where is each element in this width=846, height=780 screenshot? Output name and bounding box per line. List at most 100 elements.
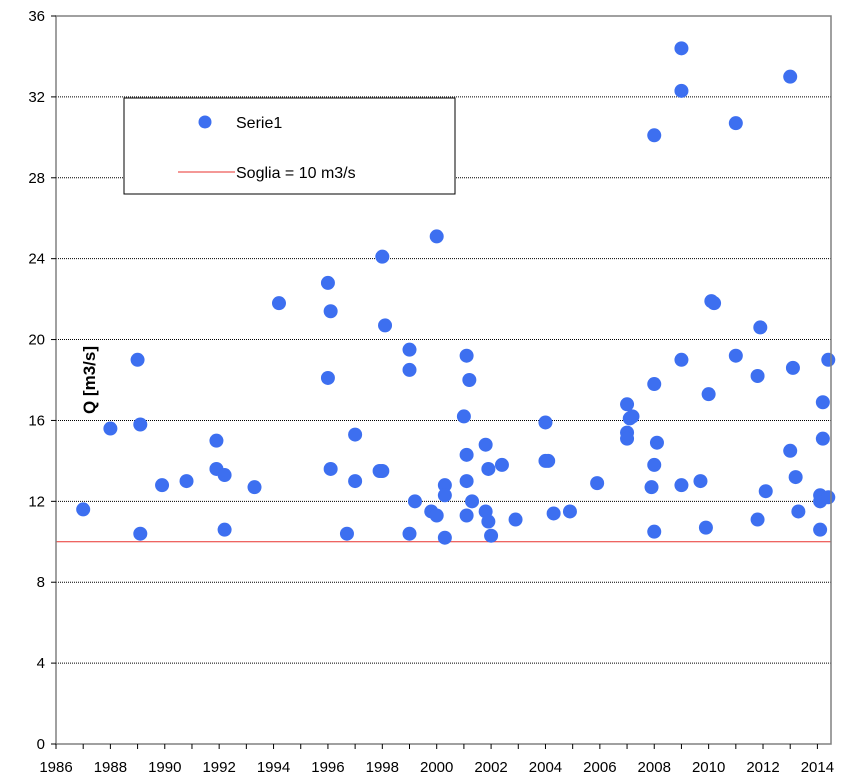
data-point-74 — [728, 116, 743, 131]
data-point-22 — [375, 464, 390, 478]
x-tick-label-2006: 2006 — [583, 759, 616, 776]
x-tick-label-1998: 1998 — [366, 759, 399, 776]
data-point-14 — [323, 304, 338, 319]
data-point-23 — [378, 318, 393, 333]
data-point-29 — [429, 229, 444, 244]
data-point-7 — [209, 433, 224, 448]
data-point-56 — [620, 431, 635, 446]
data-point-89 — [815, 431, 830, 446]
data-point-61 — [647, 457, 662, 472]
data-point-6 — [179, 474, 194, 489]
data-point-30 — [429, 508, 444, 523]
data-point-5 — [155, 478, 170, 493]
data-point-32 — [437, 488, 452, 503]
data-point-73 — [707, 296, 722, 311]
legend-serie1-label: Serie1 — [236, 115, 282, 132]
data-point-69 — [693, 474, 708, 489]
data-point-83 — [788, 470, 803, 485]
data-point-16 — [323, 461, 338, 476]
data-point-46 — [494, 457, 509, 472]
data-points — [76, 41, 836, 545]
data-point-34 — [456, 409, 471, 424]
data-point-45 — [484, 528, 499, 543]
data-point-18 — [348, 427, 363, 442]
data-point-52 — [562, 504, 577, 519]
data-point-60 — [647, 377, 662, 392]
plot-area-border — [55, 15, 832, 745]
data-point-58 — [625, 409, 640, 424]
x-tick-label-2014: 2014 — [801, 759, 834, 776]
data-point-26 — [402, 526, 417, 541]
data-point-50 — [541, 453, 556, 468]
data-point-17 — [339, 526, 354, 541]
x-tick-label-2008: 2008 — [638, 759, 671, 776]
data-point-24 — [402, 342, 417, 357]
data-point-10 — [217, 522, 232, 537]
x-tick-label-2002: 2002 — [474, 759, 507, 776]
x-tick-label-2012: 2012 — [746, 759, 779, 776]
data-point-40 — [465, 494, 480, 509]
data-point-35 — [459, 348, 474, 363]
data-point-4 — [133, 526, 148, 541]
data-point-78 — [753, 320, 768, 335]
data-point-87 — [813, 522, 828, 537]
data-point-33 — [437, 530, 452, 545]
data-point-43 — [481, 461, 496, 476]
y-tick-label-36: 36 — [28, 8, 45, 25]
data-point-90 — [821, 352, 836, 367]
y-tick-label-12: 12 — [28, 493, 45, 510]
y-tick-label-16: 16 — [28, 412, 45, 429]
x-tick-label-2010: 2010 — [692, 759, 725, 776]
data-point-25 — [402, 362, 417, 377]
data-point-77 — [750, 512, 765, 527]
x-tick-label-1988: 1988 — [94, 759, 127, 776]
data-point-47 — [508, 512, 523, 527]
data-point-12 — [271, 296, 286, 311]
legend-box — [123, 97, 456, 195]
data-point-79 — [758, 484, 773, 499]
data-point-37 — [459, 474, 474, 489]
data-point-39 — [459, 508, 474, 523]
data-point-0 — [76, 502, 91, 517]
data-point-67 — [674, 352, 689, 367]
y-tick-label-28: 28 — [28, 170, 45, 187]
data-point-13 — [320, 275, 335, 290]
data-point-9 — [217, 468, 232, 483]
data-point-82 — [785, 360, 800, 375]
y-tick-label-32: 32 — [28, 89, 45, 106]
y-tick-label-8: 8 — [37, 574, 45, 591]
data-point-2 — [130, 352, 145, 367]
y-tick-label-4: 4 — [37, 655, 45, 672]
data-point-54 — [620, 397, 635, 412]
data-point-70 — [698, 520, 713, 535]
data-point-41 — [478, 437, 493, 452]
data-point-21 — [375, 249, 390, 264]
data-point-76 — [750, 368, 765, 383]
data-point-71 — [701, 387, 716, 402]
data-point-59 — [647, 128, 662, 143]
data-point-63 — [647, 524, 662, 539]
data-point-81 — [783, 443, 798, 458]
data-point-84 — [791, 504, 806, 519]
data-point-38 — [462, 373, 477, 387]
data-point-36 — [459, 447, 474, 462]
data-point-64 — [649, 435, 664, 450]
data-point-11 — [247, 480, 262, 495]
data-point-80 — [783, 69, 798, 84]
data-point-31 — [437, 478, 452, 493]
data-point-15 — [320, 370, 335, 385]
x-axis-ticks: 1986 1988 1990 1992 1994 1996 1998 2000 2002 2004… — [39, 744, 834, 776]
legend-threshold-label: Soglia = 10 m3/s — [236, 165, 356, 182]
data-point-1 — [103, 421, 118, 436]
data-point-3 — [133, 417, 148, 432]
x-tick-label-2004: 2004 — [529, 759, 562, 776]
data-point-53 — [590, 476, 605, 491]
legend-serie1-marker — [198, 115, 212, 129]
x-tick-label-1996: 1996 — [311, 759, 344, 776]
x-tick-label-1992: 1992 — [202, 759, 235, 776]
y-tick-label-24: 24 — [28, 251, 45, 268]
data-point-19 — [348, 474, 363, 489]
y-tick-label-0: 0 — [37, 736, 45, 753]
data-point-65 — [674, 41, 689, 56]
